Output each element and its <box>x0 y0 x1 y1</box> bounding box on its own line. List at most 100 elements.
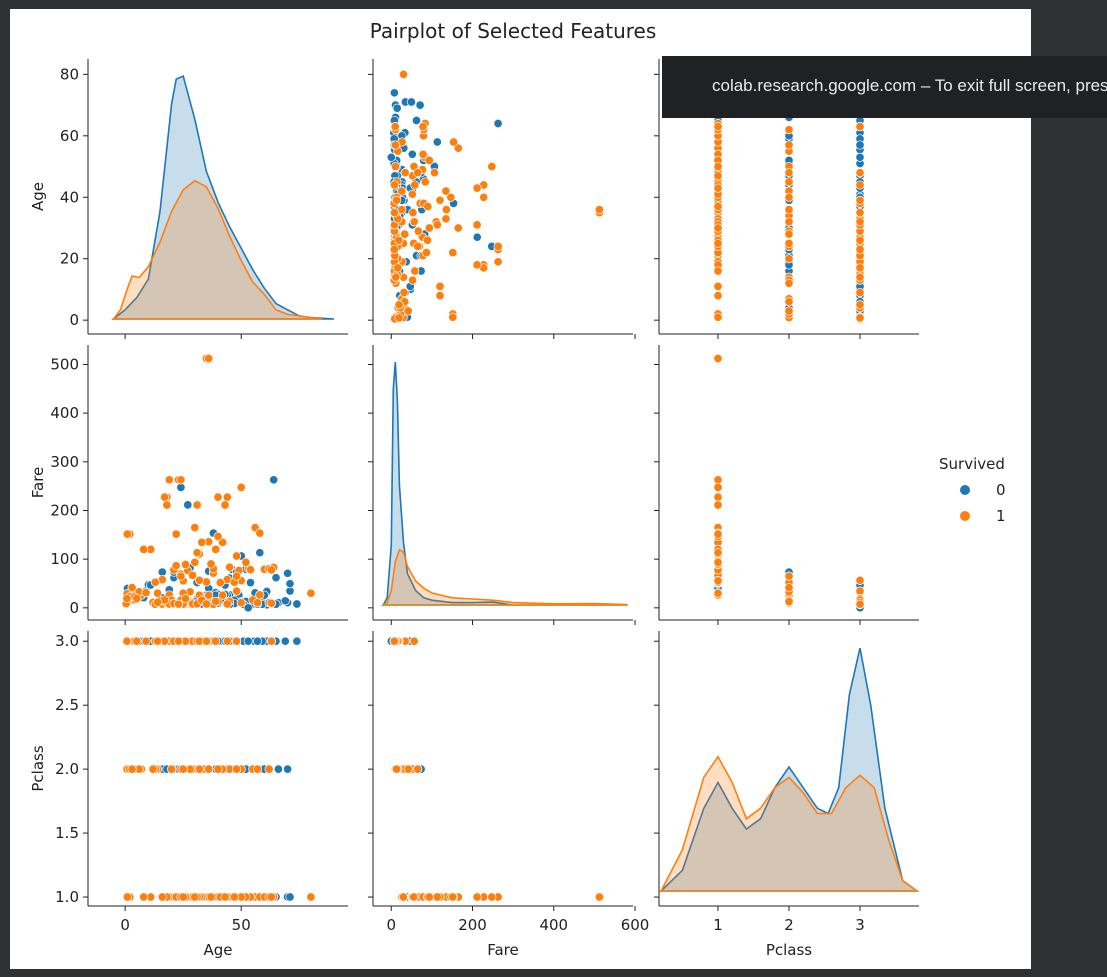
kde-series-0 <box>659 647 920 892</box>
scatter-point-series-1 <box>446 192 456 202</box>
scatter-point-series-1 <box>594 892 604 902</box>
scatter-point-series-1 <box>127 583 137 593</box>
scatter-point-series-1 <box>190 557 200 567</box>
x-tick-label: 3 <box>855 916 865 934</box>
kde-series-1 <box>380 548 628 606</box>
scatter-point-series-0 <box>243 603 253 613</box>
scatter-point-series-1 <box>306 588 316 598</box>
scatter-point-series-1 <box>409 217 419 227</box>
scatter-point-series-1 <box>855 208 865 218</box>
scatter-point-series-1 <box>784 596 794 607</box>
scatter-point-series-1 <box>855 217 865 227</box>
y-tick-label: 500 <box>50 355 79 373</box>
scatter-point-series-1 <box>784 205 794 215</box>
x-axis-label-fare: Fare <box>487 941 519 959</box>
scatter-point-series-1 <box>409 892 419 902</box>
scatter-point-series-1 <box>232 551 242 561</box>
y-tick-label: 200 <box>50 501 79 519</box>
scatter-point-series-1 <box>122 892 132 902</box>
scatter-point-series-1 <box>389 208 400 218</box>
scatter-point-series-1 <box>435 291 445 301</box>
y-tick-label: 0 <box>69 311 79 329</box>
scatter-point-series-1 <box>245 565 256 575</box>
scatter-point-series-1 <box>408 208 418 218</box>
scatter-point-series-1 <box>855 122 865 132</box>
scatter-point-series-1 <box>141 588 151 598</box>
scatter-point-series-1 <box>162 500 172 510</box>
scatter-point-series-0 <box>245 578 256 588</box>
scatter-point-series-0 <box>176 482 186 492</box>
scatter-point-series-1 <box>266 636 276 646</box>
scatter-point-series-1 <box>713 291 723 301</box>
scatter-point-series-1 <box>150 577 160 587</box>
scatter-point-series-1 <box>472 892 482 902</box>
scatter-point-series-1 <box>409 636 419 646</box>
scatter-point-series-1 <box>153 588 163 598</box>
scatter-point-series-0 <box>415 100 425 110</box>
scatter-point-series-1 <box>448 892 458 902</box>
scatter-point-series-1 <box>855 168 865 178</box>
scatter-point-series-1 <box>222 599 232 609</box>
scatter-point-series-1 <box>389 244 399 255</box>
scatter-point-series-1 <box>394 313 404 323</box>
scatter-point-series-1 <box>713 312 723 322</box>
scatter-point-series-1 <box>392 195 402 205</box>
scatter-point-series-1 <box>132 636 142 646</box>
scatter-point-series-0 <box>407 149 417 159</box>
scatter-point-series-1 <box>418 122 428 132</box>
fullscreen-toast: colab.research.google.com – To exit full… <box>662 56 1107 118</box>
legend-label-1: 1 <box>996 507 1006 525</box>
scatter-point-series-1 <box>220 500 230 510</box>
scatter-point-series-1 <box>784 125 794 135</box>
scatter-point-series-1 <box>176 475 186 485</box>
scatter-point-series-1 <box>187 570 198 580</box>
panel-age-vs-age: 0 20 40 60 80 <box>60 59 348 339</box>
scatter-point-series-1 <box>713 548 723 558</box>
scatter-point-series-1 <box>211 596 221 606</box>
scatter-point-series-1 <box>479 192 489 202</box>
scatter-point-series-1 <box>713 238 723 248</box>
panel-pclass-vs-pclass: 1 2 3 <box>654 631 920 934</box>
scatter-point-series-1 <box>194 764 204 774</box>
scatter-point-series-1 <box>266 892 276 902</box>
scatter-point-series-1 <box>398 69 409 79</box>
scatter-point-series-1 <box>398 892 409 902</box>
scatter-point-series-1 <box>204 353 214 364</box>
scatter-point-series-1 <box>218 590 228 600</box>
scatter-point-series-1 <box>784 571 794 581</box>
scatter-point-series-1 <box>206 559 216 569</box>
y-tick-label: 300 <box>50 453 79 471</box>
scatter-point-series-1 <box>435 281 445 291</box>
scatter-point-series-1 <box>389 636 399 646</box>
y-tick-label: 2.5 <box>55 696 79 714</box>
scatter-point-series-1 <box>448 248 458 258</box>
scatter-point-series-1 <box>784 238 794 248</box>
scatter-point-series-1 <box>713 475 723 485</box>
kde-series-0 <box>111 74 335 320</box>
scatter-point-series-1 <box>408 275 418 285</box>
scatter-point-series-0 <box>183 500 193 510</box>
scatter-point-series-1 <box>410 180 420 190</box>
scatter-point-series-1 <box>493 257 503 267</box>
scatter-point-series-1 <box>211 636 221 646</box>
kde-series-1 <box>111 179 323 320</box>
scatter-point-series-1 <box>424 155 434 165</box>
y-axis-label-age: Age <box>29 182 47 211</box>
scatter-point-series-1 <box>403 764 413 774</box>
scatter-point-series-1 <box>713 557 723 567</box>
y-axis-label-pclass: Pclass <box>29 745 47 791</box>
kde-series-1 <box>659 755 920 892</box>
scatter-point-series-1 <box>122 529 132 539</box>
scatter-point-series-1 <box>855 235 865 245</box>
scatter-point-series-1 <box>713 281 723 291</box>
scatter-point-series-0 <box>292 599 302 609</box>
scatter-point-series-0 <box>273 764 283 774</box>
scatter-point-series-1 <box>713 161 723 172</box>
y-tick-label: 100 <box>50 550 79 568</box>
scatter-point-series-1 <box>180 594 191 604</box>
y-tick-label: 400 <box>50 404 79 422</box>
chart-title: Pairplot of Selected Features <box>370 19 657 43</box>
scatter-point-series-0 <box>493 118 503 129</box>
scatter-point-series-1 <box>392 764 402 774</box>
scatter-point-series-1 <box>171 561 181 571</box>
